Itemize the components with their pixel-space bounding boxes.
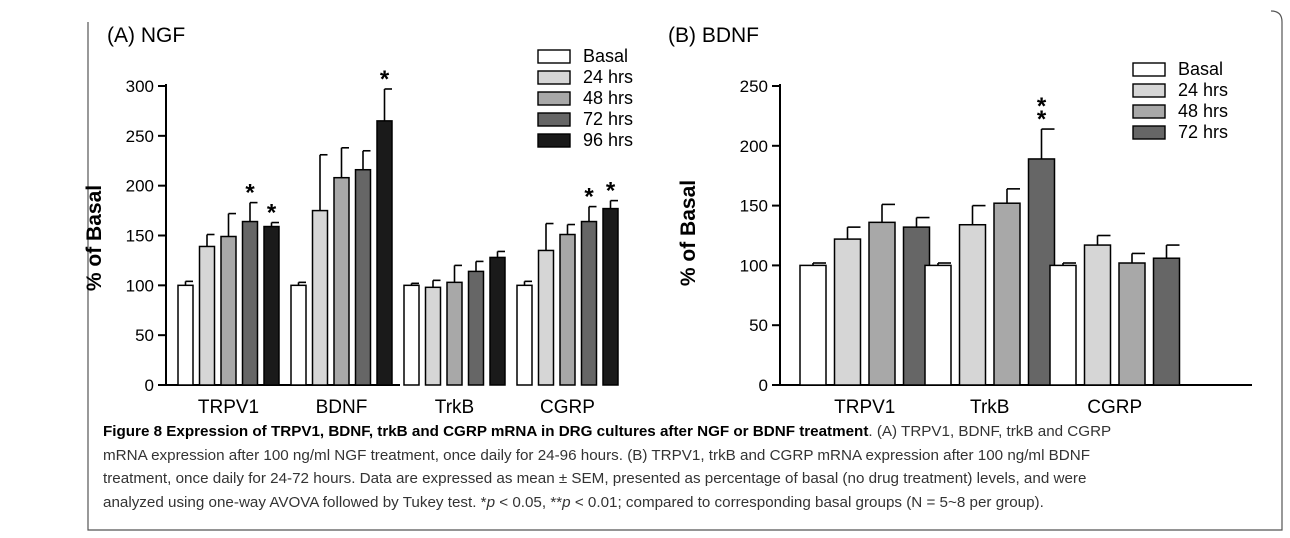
y-tick-label: 50 [135,326,154,345]
caption-title: Figure 8 Expression of TRPV1, BDNF, trkB… [103,423,868,440]
chart-1: (B) BDNF% of Basal050100150200250TRPV1**… [668,24,1252,418]
x-tick-label: TrkB [970,397,1009,418]
y-tick-label: 250 [126,127,154,146]
bar [200,246,215,385]
charts-canvas: (A) NGF % of Basal 0 50 100 150 200 250 300 * * TRP… [0,0,1290,420]
y-tick-label: 100 [740,256,768,275]
bar [334,178,349,385]
legend-label: Basal [583,46,628,66]
legend-swatch [1133,84,1165,97]
bar [264,227,279,385]
x-tick-label: TRPV1 [198,397,259,418]
legend-swatch [1133,126,1165,139]
y-tick-label: 250 [740,77,768,96]
bar [178,285,193,385]
caption-line3: treatment, once daily for 24-72 hours. D… [103,467,1273,491]
y-axis-label: % of Basal [677,180,700,286]
significance-mark: * [380,66,390,93]
y-tick-label: 50 [749,316,768,335]
y-tick-label: 0 [145,376,154,395]
bar [925,265,951,385]
y-tick-label: 100 [126,276,154,295]
bar [800,265,826,385]
bar [243,222,258,385]
significance-mark: * [584,184,594,211]
legend-swatch [538,134,570,147]
bar [447,282,462,385]
significance-mark: * [606,178,616,205]
chart-0: (A) NGF % of Basal 0 50 100 150 200 250 300 * * TRP… [83,24,633,418]
bar [1119,263,1145,385]
legend-label: 72 hrs [583,109,633,129]
bar [582,222,597,385]
bar [994,203,1020,385]
x-tick-label: TrkB [435,397,474,418]
bar [869,222,895,385]
legend-label: 24 hrs [1178,80,1228,100]
caption-line1: . (A) TRPV1, BDNF, trkB and CGRP [868,423,1111,440]
x-tick-label: CGRP [540,397,595,418]
bar [960,225,986,385]
figure-caption: Figure 8 Expression of TRPV1, BDNF, trkB… [103,420,1273,514]
bar [469,271,484,385]
bar [377,121,392,385]
bar [426,287,441,385]
bar [835,239,861,385]
bar [603,209,618,385]
x-tick-label: BDNF [316,397,368,418]
bar [356,170,371,385]
y-tick-label: 200 [126,177,154,196]
legend-label: 72 hrs [1178,122,1228,142]
legend-swatch [1133,63,1165,76]
significance-mark: * [245,180,255,207]
bar [221,236,236,385]
bar [1085,245,1111,385]
caption-line4: analyzed using one-way AVOVA followed by… [103,491,1273,515]
legend-swatch [538,50,570,63]
y-axis-label: % of Basal [83,185,106,291]
y-tick-label: 200 [740,137,768,156]
legend-swatch [1133,105,1165,118]
chart-title: (B) BDNF [668,24,759,47]
legend-label: 96 hrs [583,130,633,150]
legend-swatch [538,71,570,84]
bar [1050,265,1076,385]
caption-line2: mRNA expression after 100 ng/ml NGF trea… [103,444,1273,468]
y-tick-label: 150 [740,197,768,216]
bar [490,257,505,385]
legend-swatch [538,113,570,126]
x-tick-label: TRPV1 [834,397,895,418]
bar [404,285,419,385]
significance-mark: * [267,200,277,227]
legend-label: 24 hrs [583,67,633,87]
bar [560,235,575,385]
bar [291,285,306,385]
legend-label: 48 hrs [1178,101,1228,121]
legend-label: Basal [1178,59,1223,79]
bar [1154,258,1180,385]
y-tick-label: 150 [126,227,154,246]
bar [517,285,532,385]
significance-mark: * [1037,93,1047,120]
y-tick-label: 0 [759,376,768,395]
x-tick-label: CGRP [1087,397,1142,418]
bar [313,211,328,385]
chart-title: (A) NGF [107,24,185,47]
legend-swatch [538,92,570,105]
bar [539,250,554,385]
y-tick-label: 300 [126,77,154,96]
legend-label: 48 hrs [583,88,633,108]
